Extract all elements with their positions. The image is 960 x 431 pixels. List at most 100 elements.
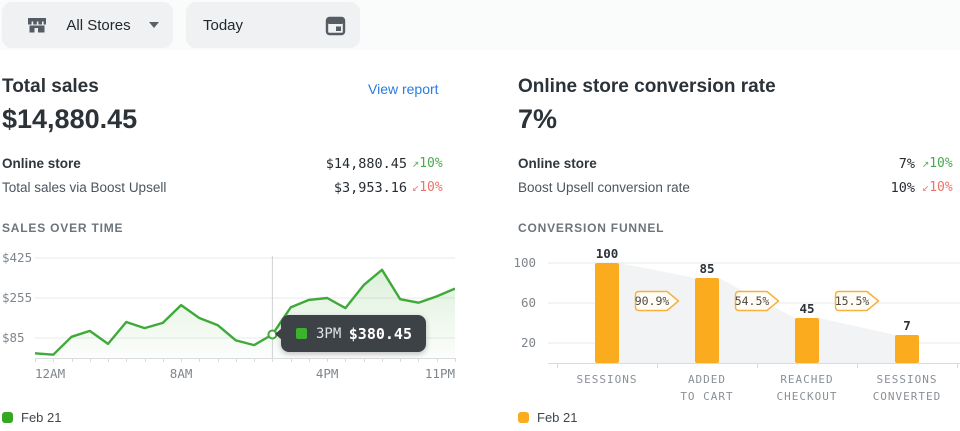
row-label-online-store-rate: Online store — [518, 156, 597, 171]
funnel-percent-badge: 15.5% — [834, 290, 880, 312]
row-value-boost-upsell-sales: $3,953.16 — [333, 180, 407, 196]
funnel-y-tick-label: 60 — [520, 295, 536, 310]
funnel-percent-label: 54.5% — [734, 294, 770, 308]
badge-arrow-shape — [734, 290, 780, 312]
sales-x-tick — [290, 358, 292, 362]
sales-legend-swatch — [2, 412, 13, 423]
view-report-link[interactable]: View report — [368, 81, 439, 97]
sales-x-tick-label: 8AM — [169, 366, 193, 381]
sales-x-tick — [71, 358, 73, 362]
row-value-online-store: $14,880.45 — [325, 156, 407, 172]
row-label-online-store: Online store — [2, 156, 81, 171]
sales-x-tick — [181, 358, 183, 362]
funnel-bar-value: 85 — [699, 261, 715, 276]
sales-x-tick — [235, 358, 237, 362]
funnel-y-tick-label: 20 — [520, 335, 536, 350]
funnel-bar[interactable] — [795, 318, 819, 363]
row-delta-online-store: ↗10% — [412, 156, 443, 171]
funnel-category-label: SESSIONS — [576, 373, 638, 386]
row-value-online-store-rate: 7% — [898, 156, 915, 172]
sales-y-tick-label: $425 — [2, 250, 33, 265]
store-selector-button[interactable]: All Stores — [2, 2, 173, 48]
sales-x-tick — [381, 358, 383, 362]
arrow-down-icon: ↙ — [412, 180, 420, 194]
date-selector-button[interactable]: Today — [186, 2, 360, 48]
badge-arrow-shape — [634, 290, 680, 312]
store-selector-label: All Stores — [66, 16, 131, 34]
funnel-x-tick — [857, 363, 858, 368]
sales-legend: Feb 21 — [2, 410, 61, 425]
store-icon — [26, 15, 48, 35]
funnel-category-label: SESSIONS CONVERTED — [872, 373, 942, 403]
tooltip-time: 3PM — [316, 325, 342, 342]
sales-x-tick — [89, 358, 91, 362]
sales-x-tick — [53, 358, 55, 362]
badge-arrow-shape — [834, 290, 880, 312]
topbar: All Stores Today — [0, 0, 960, 50]
funnel-bar-value: 45 — [799, 301, 815, 316]
sales-legend-label: Feb 21 — [21, 410, 62, 425]
row-value-boost-upsell-rate: 10% — [890, 180, 915, 196]
sales-over-time-heading: SALES OVER TIME — [2, 221, 124, 235]
row-label-boost-upsell-rate: Boost Upsell conversion rate — [518, 180, 690, 195]
sales-x-tick — [199, 358, 201, 362]
sales-x-axis — [35, 358, 455, 359]
total-sales-title: Total sales — [2, 76, 99, 97]
date-selector-label: Today — [203, 16, 244, 34]
funnel-decay-area — [619, 263, 919, 363]
sales-x-tick — [363, 358, 365, 362]
funnel-bar[interactable] — [695, 278, 719, 363]
total-sales-value: $14,880.45 — [2, 104, 138, 134]
tooltip-value: $380.45 — [348, 324, 412, 343]
funnel-x-tick — [757, 363, 758, 368]
sales-x-tick — [217, 358, 219, 362]
conversion-rate-value: 7% — [518, 104, 558, 134]
sales-x-tick — [418, 358, 420, 362]
arrow-up-icon: ↗ — [412, 156, 420, 170]
sales-y-tick-label: $255 — [2, 290, 33, 305]
funnel-x-tick — [657, 363, 658, 368]
funnel-bar[interactable] — [895, 335, 919, 363]
funnel-category-label: REACHED CHECKOUT — [776, 373, 838, 403]
calendar-icon — [325, 15, 346, 36]
tooltip-series-swatch — [296, 328, 307, 339]
funnel-bar-value: 7 — [903, 318, 911, 333]
funnel-percent-label: 90.9% — [634, 294, 670, 308]
chevron-down-icon — [148, 22, 159, 28]
row-delta-boost-upsell-rate: ↙10% — [922, 180, 953, 195]
sales-x-tick — [144, 358, 146, 362]
row-label-boost-upsell-sales: Total sales via Boost Upsell — [2, 180, 167, 195]
arrow-down-icon: ↙ — [922, 180, 930, 194]
funnel-legend-label: Feb 21 — [537, 410, 578, 425]
sales-x-tick — [436, 358, 438, 362]
arrow-up-icon: ↗ — [922, 156, 930, 170]
conversion-rate-title: Online store conversion rate — [518, 76, 776, 97]
funnel-percent-badge: 54.5% — [734, 290, 780, 312]
sales-x-tick — [400, 358, 402, 362]
funnel-bar-value: 100 — [595, 246, 619, 261]
funnel-category-label: ADDED TO CART — [680, 373, 734, 403]
funnel-legend-swatch — [518, 412, 529, 423]
funnel-bar[interactable] — [595, 263, 619, 363]
funnel-percent-badge: 90.9% — [634, 290, 680, 312]
funnel-x-tick — [957, 363, 958, 368]
funnel-legend: Feb 21 — [518, 410, 577, 425]
conversion-funnel-chart[interactable] — [548, 250, 960, 363]
sales-line[interactable] — [35, 268, 455, 356]
funnel-x-axis — [548, 363, 960, 364]
funnel-y-tick-label: 100 — [513, 255, 536, 270]
sales-x-tick — [327, 358, 329, 362]
sales-x-tick — [126, 358, 128, 362]
chart-tooltip: 3PM $380.45 — [275, 315, 426, 352]
sales-x-tick — [254, 358, 256, 362]
sales-x-tick-label: 4PM — [315, 366, 339, 381]
sales-x-tick — [108, 358, 110, 362]
sales-x-tick-label: 12AM — [35, 366, 66, 381]
funnel-percent-label: 15.5% — [834, 294, 870, 308]
sales-x-tick — [345, 358, 347, 362]
sales-x-tick-label: 11PM — [424, 366, 455, 381]
row-delta-online-store-rate: ↗10% — [922, 156, 953, 171]
sales-x-tick — [272, 358, 274, 362]
sales-y-tick-label: $85 — [2, 330, 25, 345]
